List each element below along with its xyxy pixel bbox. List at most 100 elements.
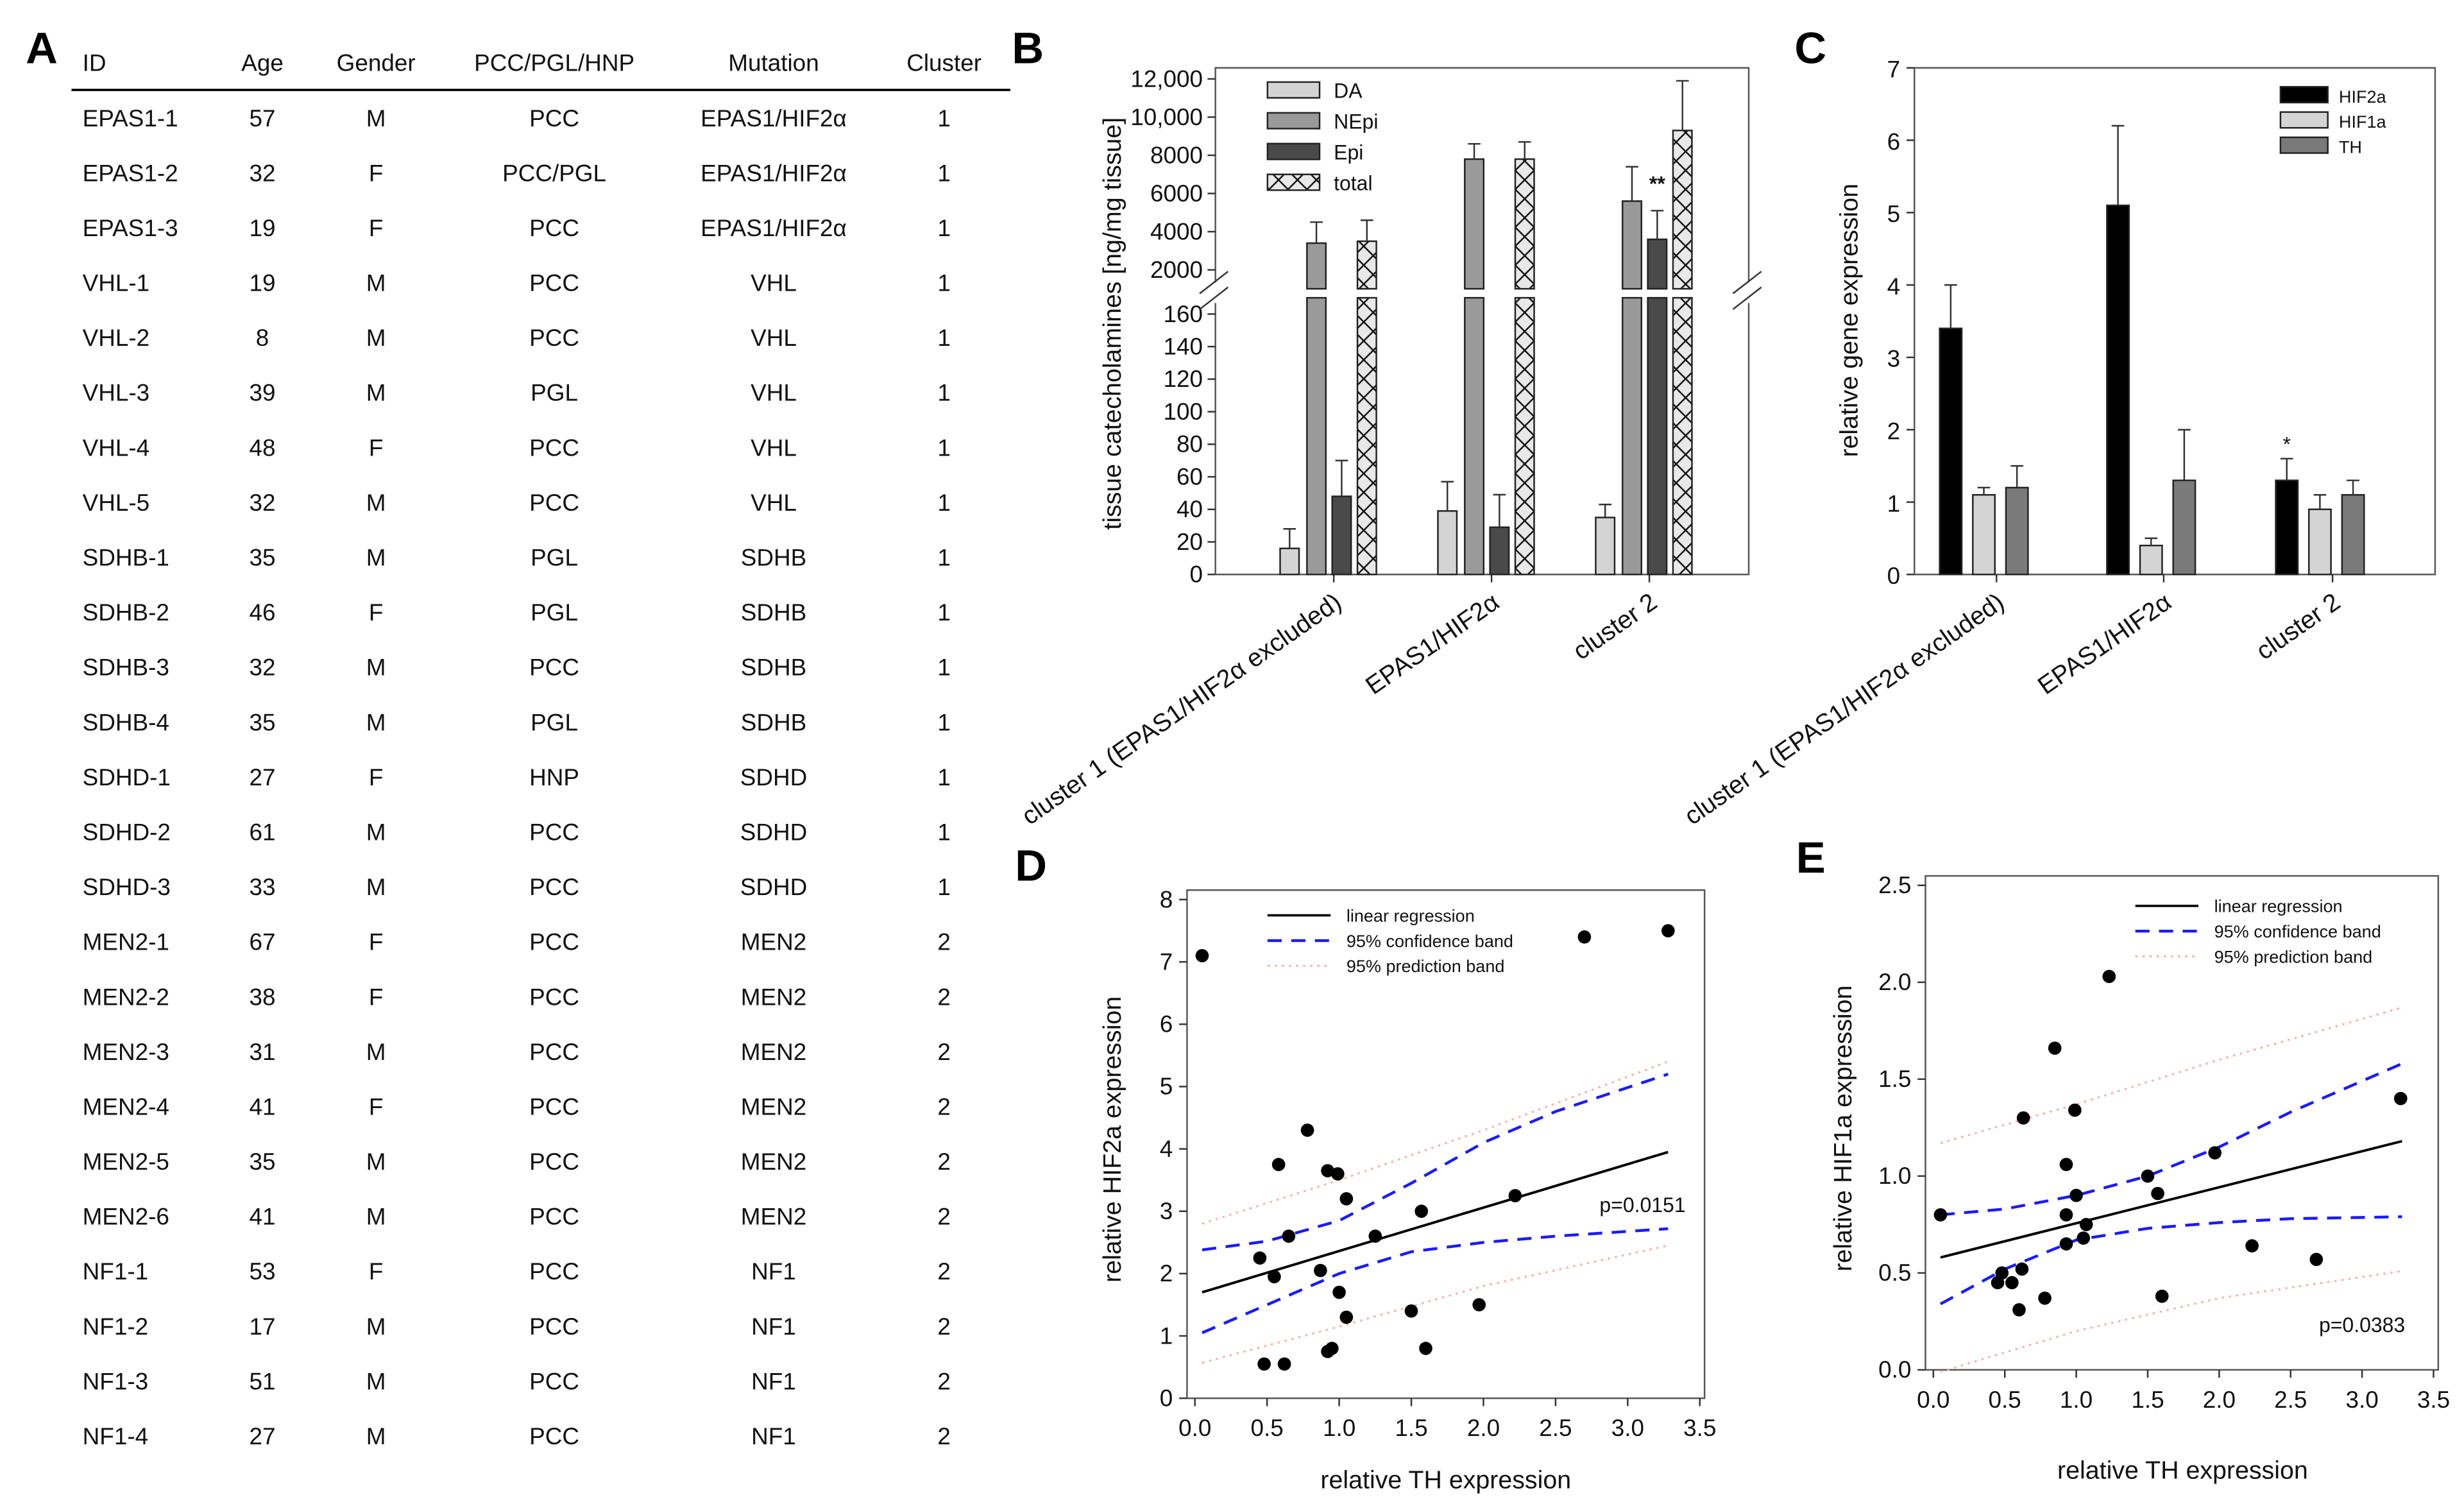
category-label: cluster 2 (1568, 588, 1662, 665)
table-cell: PCC (529, 654, 579, 681)
data-point (2102, 970, 2116, 984)
data-point (2038, 1291, 2052, 1305)
table-cell: F (369, 599, 384, 626)
data-point (1404, 1304, 1418, 1318)
y-tick-label: 160 (1163, 301, 1203, 327)
table-cell: PGL (531, 599, 578, 626)
table-cell: 1 (937, 599, 951, 626)
x-tick-label: 1.5 (1395, 1415, 1427, 1441)
data-point (1314, 1263, 1327, 1278)
data-point (1508, 1189, 1522, 1202)
bar-hif1a (2307, 508, 2332, 576)
data-point (1933, 1208, 1948, 1222)
category-label: cluster 1 (EPAS1/HIF2α excluded) (1679, 588, 2009, 831)
y-tick-label: 0 (1160, 1385, 1173, 1412)
table-cell: VHL (751, 325, 797, 351)
bar-nepi-upper (1306, 242, 1327, 290)
table-cell: M (366, 654, 386, 681)
y-tick-label: 80 (1177, 431, 1203, 457)
x-tick-label: 3.5 (1683, 1415, 1716, 1441)
legend-swatch-th (2279, 136, 2329, 154)
bar-break-gap (1671, 290, 1694, 297)
table-row: SDHB-4 35 M PGL SDHB 1 (83, 709, 951, 735)
table-cell: 1 (937, 105, 951, 132)
y-tick-label: 2000 (1150, 257, 1203, 283)
table-cell: M (366, 380, 386, 406)
bar-th (2005, 486, 2029, 576)
table-cell: PCC (529, 1204, 579, 1230)
table-cell: NF1 (751, 1368, 796, 1394)
table-cell: 67 (250, 929, 276, 955)
table-cell: SDHB-4 (83, 709, 169, 735)
plot-frame (1186, 889, 1706, 1399)
bar-total-upper (1356, 240, 1377, 290)
table-cell: 2 (937, 1204, 951, 1230)
data-point (1991, 1276, 2005, 1290)
bar-nepi-upper (1464, 158, 1485, 290)
table-cell: SDHB (741, 599, 806, 626)
data-point (2077, 1231, 2091, 1245)
table-cell: EPAS1/HIF2α (701, 215, 847, 241)
table-cell: F (369, 929, 384, 955)
table-cell: 2 (937, 1039, 951, 1065)
axis-break-mark (1199, 286, 1229, 311)
table-cell: 2 (937, 1368, 951, 1394)
table-row: SDHD-2 61 M PCC SDHD 1 (83, 819, 951, 845)
y-tick-label: 20 (1177, 529, 1203, 555)
y-tick-label: 2 (1887, 418, 1901, 444)
table-cell: VHL (751, 380, 797, 406)
x-tick-label: 2.5 (2274, 1387, 2307, 1413)
y-tick-label: 140 (1163, 333, 1203, 359)
table-cell: VHL-3 (83, 380, 150, 406)
y-tick-label: 0.5 (1878, 1260, 1911, 1286)
table-cell: MEN2 (741, 929, 806, 955)
data-point (1472, 1298, 1486, 1312)
table-cell: NF1 (751, 1423, 796, 1449)
table-cell: 1 (937, 764, 951, 790)
y-tick-label: 100 (1163, 398, 1203, 425)
table-cell: M (366, 325, 386, 351)
confidence-band-upper (1940, 1062, 2403, 1217)
table-cell: PCC (529, 1093, 579, 1120)
bar-da (1437, 510, 1458, 576)
y-tick-label: 5 (1160, 1073, 1173, 1100)
data-point (1282, 1229, 1296, 1243)
data-point (1271, 1158, 1286, 1172)
table-cell: F (369, 1093, 384, 1120)
table-cell: PCC (529, 215, 579, 241)
table-cell: PCC (529, 929, 579, 955)
y-axis-label: relative gene expression (1835, 184, 1864, 457)
data-point (2015, 1262, 2029, 1276)
x-axis-label: relative TH expression (1320, 1466, 1571, 1494)
table-cell: VHL-5 (83, 490, 150, 516)
table-cell: 1 (937, 325, 951, 351)
table-row: VHL-5 32 M PCC VHL 1 (83, 490, 951, 516)
y-tick-label: 8 (1160, 886, 1173, 912)
data-point (2016, 1111, 2030, 1125)
prediction-band-lower (1940, 1270, 2402, 1373)
x-tick-label: 0.0 (1178, 1415, 1211, 1441)
category-label: EPAS1/HIF2α (2033, 588, 2177, 700)
y-tick-label: 8000 (1150, 142, 1203, 168)
table-cell: NF1 (751, 1258, 796, 1285)
bar-nepi-lower (1622, 296, 1642, 576)
bar-da (1595, 517, 1616, 576)
table-cell: EPAS1-3 (83, 215, 178, 241)
y-tick-label: 3 (1160, 1198, 1173, 1224)
table-row: MEN2-4 41 F PCC MEN2 2 (83, 1093, 951, 1120)
y-tick-label: 7 (1887, 56, 1901, 83)
table-cell: 32 (250, 160, 276, 186)
table-cell: MEN2 (741, 1204, 806, 1230)
table-cell: NF1-4 (83, 1423, 148, 1449)
bar-break-gap (1355, 290, 1379, 297)
bar-break-gap (1620, 290, 1644, 297)
bar-hif2a (2106, 204, 2130, 576)
data-point (1339, 1310, 1354, 1324)
data-point (1321, 1164, 1334, 1177)
data-point (1253, 1251, 1267, 1265)
table-cell: 1 (937, 434, 951, 461)
table-row: MEN2-2 38 F PCC MEN2 2 (83, 984, 951, 1010)
table-cell: NF1-1 (83, 1258, 148, 1285)
bar-total-lower (1672, 296, 1693, 576)
bar-epi-lower (1647, 296, 1668, 576)
